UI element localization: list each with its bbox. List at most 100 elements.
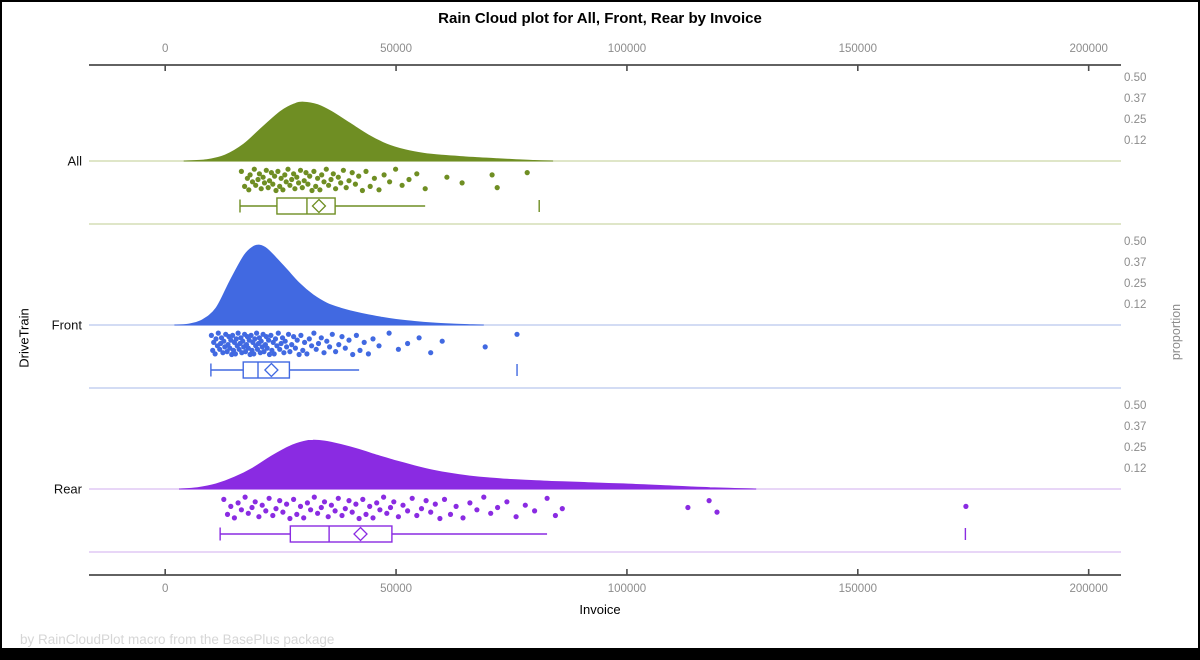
rain-point-rear <box>481 494 487 500</box>
rain-point-rear <box>377 507 383 513</box>
rain-point-rear <box>356 515 362 522</box>
rain-point-all <box>292 186 298 192</box>
rain-point-front <box>252 336 258 342</box>
rain-point-rear <box>488 510 494 516</box>
rain-point-front <box>361 339 367 345</box>
rain-point-rear <box>460 515 466 521</box>
rain-point-all <box>285 166 291 172</box>
rain-point-front <box>339 334 345 340</box>
rain-point-front <box>428 350 434 356</box>
rain-point-rear <box>346 498 352 504</box>
rain-point-all <box>338 180 344 186</box>
rain-point-front <box>281 350 287 356</box>
bottom-axis-tick-label: 200000 <box>1069 583 1107 595</box>
rain-point-rear <box>453 503 459 509</box>
rain-point-rear <box>311 494 317 500</box>
rain-point-front <box>254 330 260 336</box>
density-area-all <box>183 101 554 162</box>
rain-point-front <box>333 349 339 355</box>
rain-point-all <box>330 171 336 177</box>
top-axis-tick-label: 100000 <box>608 43 646 55</box>
rain-point-all <box>277 183 283 189</box>
rain-point-front <box>251 351 257 357</box>
rain-point-front <box>350 351 356 358</box>
rain-point-all <box>317 187 323 193</box>
rain-point-rear <box>273 506 279 512</box>
rain-point-rear <box>387 504 394 511</box>
rain-point-front <box>313 346 319 352</box>
rain-point-all <box>266 178 273 184</box>
rain-point-front <box>258 338 264 344</box>
rain-point-front <box>336 342 342 348</box>
top-axis-tick-label: 200000 <box>1069 43 1107 55</box>
rain-point-rear <box>224 511 231 517</box>
rain-point-all <box>253 182 259 188</box>
rain-point-all <box>459 180 465 186</box>
rain-point-rear <box>384 510 390 516</box>
rain-point-all <box>356 173 362 179</box>
rain-point-rear <box>263 508 269 514</box>
rain-point-rear <box>256 514 262 520</box>
rain-point-rear <box>318 504 324 511</box>
rain-point-front <box>230 332 236 338</box>
rain-point-rear <box>374 500 380 506</box>
rain-point-all <box>363 168 369 174</box>
rain-point-rear <box>301 515 307 521</box>
rain-point-all <box>333 186 339 192</box>
rain-point-all <box>346 178 352 184</box>
rain-point-front <box>289 342 295 348</box>
rain-point-rear <box>349 509 355 515</box>
rain-point-rear <box>467 500 473 506</box>
rain-point-all <box>255 176 261 183</box>
rain-point-rear <box>270 512 276 519</box>
rain-point-all <box>381 172 387 178</box>
rain-point-rear <box>474 507 480 513</box>
rain-point-all <box>260 174 266 180</box>
rain-point-all <box>294 174 300 180</box>
rain-point-front <box>274 343 280 349</box>
rain-point-all <box>291 171 297 177</box>
rain-point-all <box>305 181 311 187</box>
rain-point-rear <box>266 495 272 501</box>
rain-point-front <box>395 346 401 352</box>
rain-point-front <box>233 336 239 342</box>
rain-point-rear <box>414 512 420 519</box>
rain-point-rear <box>552 512 559 519</box>
rain-point-front <box>386 330 392 336</box>
rain-point-rear <box>249 504 255 511</box>
rain-point-front <box>242 349 249 355</box>
bottom-axis-tick-label: 0 <box>162 583 168 595</box>
rain-point-all <box>335 174 341 180</box>
rain-point-rear <box>242 494 248 500</box>
rain-point-all <box>280 187 286 193</box>
mean-diamond-marker-front <box>263 362 279 378</box>
rain-point-front <box>324 338 330 344</box>
rain-point-front <box>321 350 327 356</box>
box-plot-front <box>242 361 291 379</box>
rain-point-all <box>247 172 253 178</box>
rain-point-rear <box>685 504 691 511</box>
rain-point-all <box>489 172 495 178</box>
proportion-tick-label-all: 0.12 <box>1124 135 1146 147</box>
y2-axis-title: proportion <box>1169 303 1183 361</box>
rain-point-front <box>482 344 488 350</box>
rain-point-all <box>238 168 244 174</box>
rain-point-front <box>294 337 300 343</box>
rain-point-front <box>514 331 520 337</box>
rain-point-all <box>524 170 530 176</box>
rain-point-rear <box>423 498 429 504</box>
proportion-tick-label-front: 0.37 <box>1124 257 1146 269</box>
rain-point-all <box>328 176 334 183</box>
top-axis-tick-label: 150000 <box>839 43 877 55</box>
rain-point-rear <box>437 515 443 522</box>
category-label-all: All <box>68 154 83 169</box>
rain-point-rear <box>409 495 415 501</box>
rain-point-rear <box>370 515 376 521</box>
rain-point-front <box>370 336 376 342</box>
proportion-tick-label-front: 0.50 <box>1124 236 1146 248</box>
rain-point-front <box>439 338 445 344</box>
mean-diamond-marker-all <box>311 198 327 214</box>
rain-point-all <box>387 179 393 185</box>
mean-diamond-marker-rear <box>353 526 368 542</box>
